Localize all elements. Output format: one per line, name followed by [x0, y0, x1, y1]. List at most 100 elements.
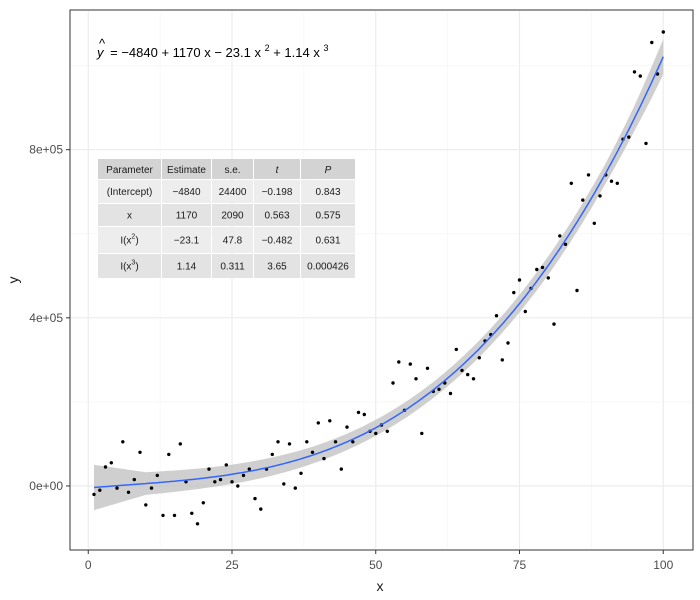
table-cell-text: 3.65	[267, 262, 287, 273]
data-points	[92, 30, 665, 526]
table-header-cell	[301, 159, 355, 179]
data-point	[575, 288, 579, 293]
regression-equation: y = −4840 + 1170 x − 23.1 x 2 + 1.14 x 3	[96, 39, 328, 60]
data-point	[592, 221, 596, 225]
data-point	[546, 276, 550, 280]
data-point	[638, 74, 642, 78]
table-cell-text: 24400	[219, 187, 247, 198]
data-point	[356, 410, 361, 415]
data-point	[310, 450, 315, 454]
table-cell	[162, 204, 211, 226]
table-cell	[162, 227, 211, 253]
table-cell-text: −4840	[172, 187, 201, 198]
x-tick-label: 100	[653, 558, 673, 572]
fit-line	[93, 56, 664, 489]
data-point	[144, 503, 148, 507]
data-point	[322, 456, 326, 461]
data-point	[178, 442, 182, 446]
y-tick-label: 0e+00	[29, 479, 63, 493]
table-cell	[254, 204, 300, 226]
data-point	[627, 135, 631, 139]
data-point	[661, 30, 665, 34]
equation-mid: + 1.14 x	[273, 45, 320, 60]
data-point	[161, 513, 165, 518]
data-point	[339, 467, 343, 471]
data-point	[408, 362, 412, 366]
data-point	[92, 492, 96, 497]
data-point	[305, 440, 309, 444]
equation-lhs: y	[96, 45, 105, 60]
table-cell-text: 1170	[176, 211, 198, 222]
equation-terms: = −4840 + 1170 x − 23.1 x	[110, 45, 261, 60]
data-point	[615, 181, 619, 185]
table-cell	[254, 180, 300, 203]
data-point	[586, 173, 591, 177]
data-point	[460, 368, 464, 373]
data-point	[494, 314, 499, 318]
data-point	[569, 181, 573, 185]
x-tick-label: 25	[225, 558, 239, 572]
table-cell-text: 2090	[221, 211, 244, 222]
table-cell	[254, 254, 300, 278]
data-point	[218, 477, 223, 482]
equation-hat: ^	[99, 36, 106, 51]
fit-curve	[93, 56, 664, 489]
y-tick-label: 4e+05	[29, 311, 63, 325]
data-point	[552, 322, 556, 326]
data-point	[535, 267, 539, 272]
data-point	[345, 425, 349, 429]
panel-border	[69, 9, 694, 551]
x-axis-title: x	[377, 578, 384, 594]
data-point	[454, 347, 458, 352]
data-point	[425, 366, 430, 370]
y-tick-label: 8e+05	[29, 143, 63, 157]
data-point	[471, 377, 476, 381]
equation-cube: 3	[323, 43, 328, 53]
data-point	[103, 465, 108, 469]
table-cell	[98, 204, 161, 226]
data-point	[333, 440, 338, 444]
table-cell	[212, 204, 253, 226]
data-point	[655, 72, 660, 76]
table-cell	[301, 227, 355, 253]
grid-lines	[71, 11, 692, 549]
table-cell	[162, 180, 211, 203]
equation-sq: 2	[265, 43, 270, 53]
table-cell-text: (Intercept)	[107, 187, 153, 198]
data-point	[581, 198, 585, 202]
table-cell-text: 0.563	[264, 211, 289, 222]
table-header-text: P	[325, 165, 332, 176]
data-point	[138, 450, 142, 454]
table-cell	[301, 204, 355, 226]
table-header-cell	[212, 159, 253, 179]
data-point	[287, 442, 292, 446]
table-cell-text: 0.631	[315, 236, 340, 247]
data-point	[282, 482, 286, 486]
table-header-text: t	[276, 165, 280, 176]
table-header-text: Estimate	[167, 165, 206, 176]
data-point	[351, 440, 355, 444]
data-point	[132, 477, 136, 482]
data-point	[236, 484, 240, 488]
table-header-cell	[162, 159, 211, 179]
x-tick-label: 50	[369, 558, 383, 572]
table-cell	[212, 254, 253, 278]
data-point	[201, 501, 205, 505]
table-cell-text: 0.843	[315, 187, 340, 198]
table-cell	[98, 254, 161, 278]
data-point	[259, 507, 263, 511]
table-cell	[98, 227, 161, 253]
table-header-cell	[98, 159, 161, 179]
data-point	[506, 341, 510, 345]
data-point	[563, 242, 568, 246]
data-point	[517, 278, 522, 282]
data-point	[195, 522, 200, 526]
data-point	[241, 473, 246, 478]
table-cell	[212, 180, 253, 203]
data-point	[414, 377, 418, 381]
data-point	[448, 391, 453, 396]
data-point	[644, 141, 648, 146]
data-point	[609, 179, 614, 183]
data-point	[362, 412, 366, 417]
table-cell	[162, 254, 211, 278]
